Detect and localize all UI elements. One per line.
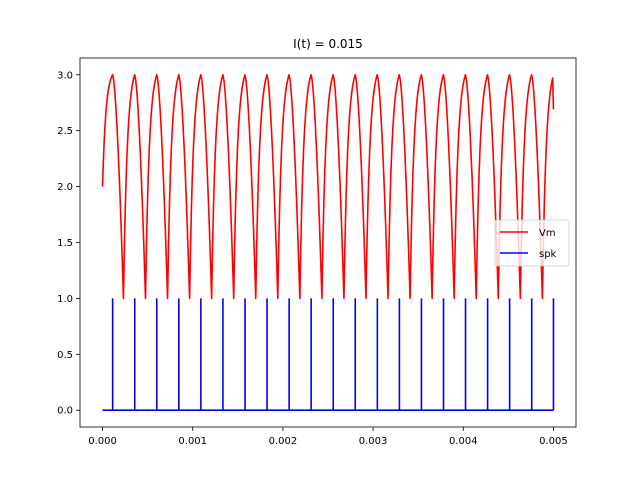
chart-title: I(t) = 0.015: [293, 37, 363, 51]
legend: Vm spk: [494, 219, 570, 267]
legend-label-vm: Vm: [539, 228, 556, 239]
y-tick-label: 3.0: [57, 70, 73, 81]
x-tick-label: 0.004: [449, 436, 478, 447]
legend-label-spk: spk: [539, 249, 557, 260]
x-tick-label: 0.000: [88, 436, 117, 447]
x-tick-label: 0.005: [539, 436, 568, 447]
x-tick-label: 0.002: [269, 436, 298, 447]
ticks-layer: 0.000 0.001 0.002 0.003 0.004 0.005 0.0 0.5 1.0 1…: [57, 70, 568, 447]
x-tick-label: 0.001: [178, 436, 207, 447]
y-tick-label: 1.5: [57, 238, 73, 249]
series-layer: [101, 73, 555, 412]
series-line-vm: [101, 73, 555, 300]
y-tick-label: 0.0: [57, 406, 73, 417]
legend-box: [494, 219, 570, 267]
y-tick-label: 2.5: [57, 126, 73, 137]
y-tick-label: 2.0: [57, 182, 73, 193]
x-tick-label: 0.003: [359, 436, 388, 447]
y-tick-label: 1.0: [57, 294, 73, 305]
y-tick-label: 0.5: [57, 350, 73, 361]
